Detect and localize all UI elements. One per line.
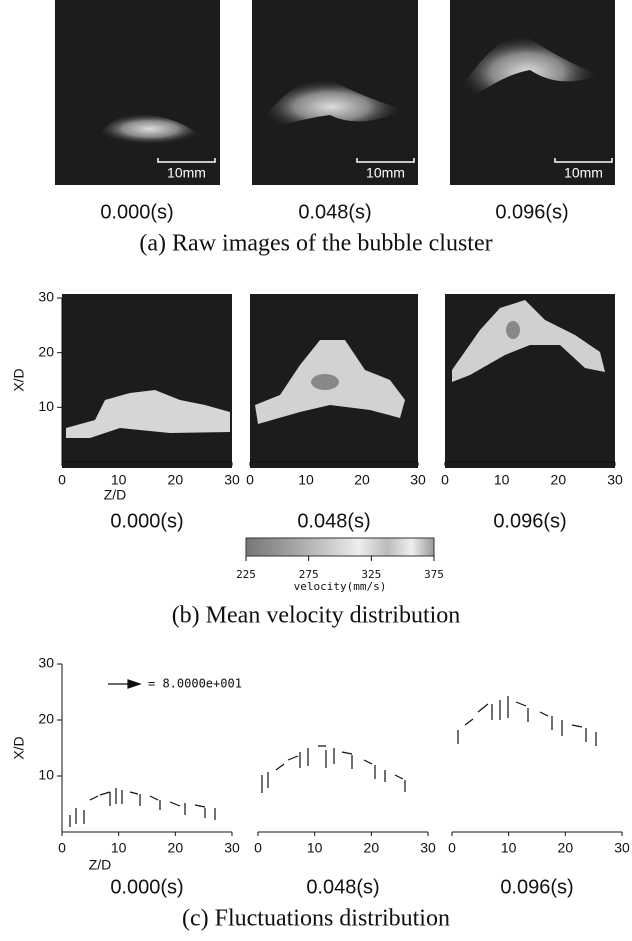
axes: 10 20 30 X/D 0 10 20 30 0.000(s) 0 10 20 30 0.048(s) 0… bbox=[11, 289, 630, 899]
x-tick-label: 20 bbox=[168, 840, 184, 856]
plot-background bbox=[62, 294, 232, 468]
caption: (a) Raw images of the bubble cluster bbox=[139, 231, 492, 257]
velocity-region bbox=[452, 300, 605, 382]
x-tick-label: 20 bbox=[364, 840, 380, 856]
scale-bar-label: 10mm bbox=[167, 165, 206, 181]
y-axis-label: X/D bbox=[11, 368, 27, 391]
y-tick-label: 10 bbox=[38, 398, 54, 414]
raw-image bbox=[55, 0, 220, 185]
x-tick-label: 20 bbox=[551, 472, 567, 488]
bubble-cluster bbox=[455, 34, 600, 110]
velocity-region bbox=[311, 374, 339, 390]
colorbar-tick-label: 275 bbox=[299, 568, 319, 581]
x-axis-label: Z/D bbox=[89, 857, 112, 873]
colorbar-tick-label: 225 bbox=[236, 568, 256, 581]
y-tick-label: 20 bbox=[38, 343, 54, 359]
caption: (c) Fluctuations distribution bbox=[182, 906, 450, 932]
x-tick-label: 30 bbox=[224, 840, 240, 856]
scale-bars: 10mm 10mm 10mm bbox=[157, 158, 613, 181]
x-tick-label: 30 bbox=[607, 472, 623, 488]
colorbar-label: velocity(mm/s) bbox=[294, 580, 387, 593]
y-tick-label: 30 bbox=[38, 655, 54, 671]
time-label: 0.096(s) bbox=[500, 876, 573, 898]
scale-bar-label: 10mm bbox=[366, 165, 405, 181]
x-tick-label: 0 bbox=[246, 472, 254, 488]
colorbar-tick-label: 375 bbox=[424, 568, 444, 581]
x-tick-label: 30 bbox=[410, 472, 426, 488]
time-label: 0.048(s) bbox=[297, 510, 370, 532]
y-tick-label: 20 bbox=[38, 711, 54, 727]
x-tick-label: 0 bbox=[58, 472, 66, 488]
caption: (b) Mean velocity distribution bbox=[172, 603, 461, 629]
time-label: 0.000(s) bbox=[100, 201, 173, 223]
x-tick-label: 10 bbox=[501, 840, 517, 856]
y-axis-label: X/D bbox=[11, 736, 27, 759]
raw-images bbox=[55, 0, 615, 185]
time-label: 0.096(s) bbox=[493, 510, 566, 532]
x-tick-label: 20 bbox=[558, 840, 574, 856]
scale-bar bbox=[554, 158, 613, 163]
x-tick-label: 20 bbox=[354, 472, 370, 488]
y-tick-label: 10 bbox=[38, 767, 54, 783]
bubble-cluster bbox=[95, 112, 205, 145]
time-label: 0.048(s) bbox=[298, 201, 371, 223]
time-label: 0.000(s) bbox=[110, 510, 183, 532]
scale-bar bbox=[356, 158, 415, 163]
bubble-cluster bbox=[258, 78, 405, 135]
x-tick-label: 0 bbox=[254, 840, 262, 856]
x-tick-label: 10 bbox=[307, 840, 323, 856]
x-tick-label: 0 bbox=[441, 472, 449, 488]
colorbar-tick-label: 325 bbox=[361, 568, 381, 581]
x-tick-label: 0 bbox=[58, 840, 66, 856]
fluctuation-vectors bbox=[69, 679, 597, 827]
colorbar bbox=[245, 537, 435, 557]
scale-bar bbox=[157, 158, 216, 163]
x-tick-label: 30 bbox=[420, 840, 436, 856]
x-axis-label: Z/D bbox=[104, 487, 127, 503]
x-tick-label: 10 bbox=[111, 840, 127, 856]
x-tick-label: 30 bbox=[614, 840, 630, 856]
vector-legend: = 8.0000e+001 bbox=[148, 677, 242, 691]
velocity-maps bbox=[62, 294, 615, 468]
colorbar-ticks: 225 275 325 375 bbox=[236, 556, 444, 581]
x-tick-label: 10 bbox=[494, 472, 510, 488]
x-tick-label: 10 bbox=[111, 472, 127, 488]
y-tick-label: 30 bbox=[38, 289, 54, 305]
time-label: 0.048(s) bbox=[306, 876, 379, 898]
velocity-region bbox=[66, 390, 230, 438]
velocity-region bbox=[506, 321, 520, 339]
time-label: 0.000(s) bbox=[110, 876, 183, 898]
x-tick-label: 10 bbox=[298, 472, 314, 488]
scale-bar-label: 10mm bbox=[564, 165, 603, 181]
time-label: 0.096(s) bbox=[495, 201, 568, 223]
x-tick-label: 0 bbox=[448, 840, 456, 856]
x-tick-label: 30 bbox=[224, 472, 240, 488]
x-tick-label: 20 bbox=[168, 472, 184, 488]
